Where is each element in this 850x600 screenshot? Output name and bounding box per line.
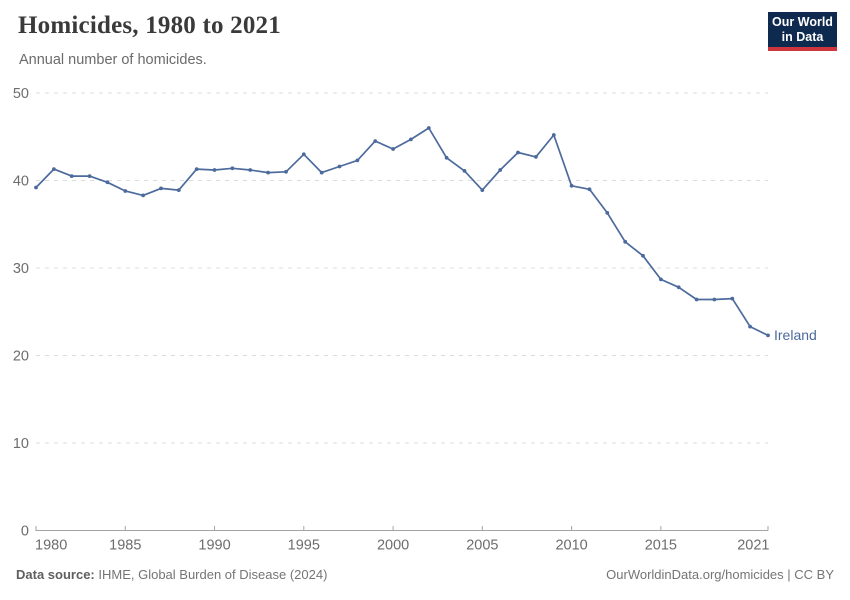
data-point[interactable] xyxy=(301,152,306,157)
x-tick-label: 2010 xyxy=(555,538,587,554)
data-point[interactable] xyxy=(766,333,770,338)
x-tick-label: 1985 xyxy=(109,538,141,554)
footer-license-link[interactable]: OurWorldinData.org/homicides | CC BY xyxy=(606,567,834,582)
data-point[interactable] xyxy=(319,170,324,175)
x-tick-label: 1980 xyxy=(35,538,67,554)
y-tick-label: 10 xyxy=(13,436,29,452)
data-point[interactable] xyxy=(34,185,38,190)
series-end-label: Ireland xyxy=(774,327,817,343)
x-tick-label: 2000 xyxy=(377,538,409,554)
x-tick-label: 1995 xyxy=(288,538,320,554)
data-source-label: Data source: xyxy=(16,567,95,582)
y-tick-label: 50 xyxy=(13,86,29,102)
data-point[interactable] xyxy=(248,168,253,172)
x-tick-label: 2021 xyxy=(737,538,769,554)
data-point[interactable] xyxy=(605,211,610,215)
data-point[interactable] xyxy=(69,174,74,179)
data-point[interactable] xyxy=(641,253,645,258)
data-point[interactable] xyxy=(212,168,217,172)
data-point[interactable] xyxy=(498,168,503,172)
chart-footer: Data source: IHME, Global Burden of Dise… xyxy=(16,567,834,582)
owid-logo-line2: in Data xyxy=(781,30,824,44)
data-point[interactable] xyxy=(462,169,467,173)
data-point[interactable] xyxy=(87,174,92,179)
data-point[interactable] xyxy=(176,188,181,193)
data-point[interactable] xyxy=(105,180,110,185)
data-source: Data source: IHME, Global Burden of Dise… xyxy=(16,567,327,582)
data-point[interactable] xyxy=(623,239,628,244)
data-point[interactable] xyxy=(730,296,735,301)
y-tick-label: 0 xyxy=(21,524,29,540)
data-point[interactable] xyxy=(534,155,538,159)
chart-subtitle: Annual number of homicides. xyxy=(19,52,207,68)
data-point[interactable] xyxy=(694,297,699,302)
y-tick-label: 30 xyxy=(13,261,29,277)
data-point[interactable] xyxy=(480,188,485,193)
data-point[interactable] xyxy=(444,155,449,160)
data-point[interactable] xyxy=(587,187,592,192)
chart-title: Homicides, 1980 to 2021 xyxy=(18,12,281,39)
data-point[interactable] xyxy=(391,147,395,151)
owid-logo[interactable]: Our World in Data xyxy=(768,12,837,51)
data-point[interactable] xyxy=(266,170,270,175)
data-point[interactable] xyxy=(516,150,520,155)
data-point[interactable] xyxy=(355,158,360,163)
y-tick-label: 20 xyxy=(13,349,29,365)
owid-logo-line1: Our World xyxy=(772,15,833,29)
data-point[interactable] xyxy=(409,137,413,142)
data-point[interactable] xyxy=(141,193,146,198)
data-point[interactable] xyxy=(284,169,288,174)
data-point[interactable] xyxy=(569,183,574,188)
data-point[interactable] xyxy=(52,167,56,172)
data-point[interactable] xyxy=(659,277,663,282)
data-point[interactable] xyxy=(676,285,681,290)
data-point[interactable] xyxy=(337,164,342,169)
x-tick-label: 1990 xyxy=(198,538,230,554)
data-point[interactable] xyxy=(712,297,717,302)
data-point[interactable] xyxy=(194,167,199,172)
data-source-text: IHME, Global Burden of Disease (2024) xyxy=(94,567,328,582)
data-point[interactable] xyxy=(551,133,556,137)
x-tick-label: 2015 xyxy=(645,538,677,554)
data-point[interactable] xyxy=(159,186,163,191)
data-point[interactable] xyxy=(426,126,431,130)
x-tick-label: 2005 xyxy=(466,538,498,554)
data-line-ireland[interactable] xyxy=(35,127,769,337)
data-point[interactable] xyxy=(748,324,752,329)
data-point[interactable] xyxy=(230,166,235,171)
data-point[interactable] xyxy=(373,139,378,144)
data-point[interactable] xyxy=(123,189,128,193)
y-tick-label: 40 xyxy=(13,174,29,190)
